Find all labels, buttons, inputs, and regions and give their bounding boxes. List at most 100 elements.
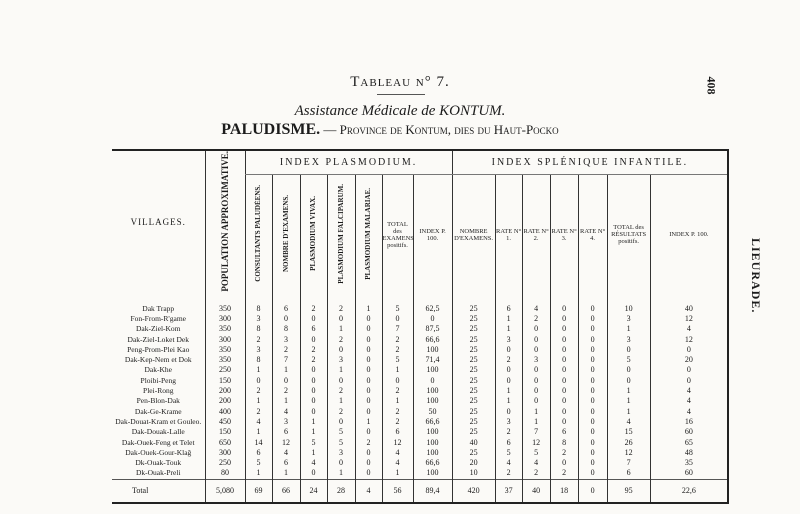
total-value: 40 [521,478,551,503]
cell-value: 0 [577,427,608,438]
table-row: Dk-Ouak-Touk 250 5 6 4 0 0 4 66,6 20 4 4 0 0 7 35 [112,458,729,469]
header-total-examens: TOTAL des EXAMENS positifs. [381,174,414,294]
cell-value: 350 [204,344,245,356]
cell-value: 0 [494,375,523,387]
cell-value: 2 [299,344,327,356]
cell-value: 0 [521,396,551,407]
cell-value: 8 [244,355,272,366]
cell-value: 25 [451,375,496,387]
total-value: 66 [271,478,300,503]
cell-value: 350 [204,303,245,314]
table-row: Dak Trapp 350 8 6 2 2 1 5 62,5 25 6 4 0 0 10 40 [112,303,729,314]
cell-value: 0 [549,386,579,397]
table-row: Dak-Ouek-Feng et Telet 650 14 12 5 5 2 12 100 40 6… [112,437,729,448]
header-index-splenique: INDEX SPLÉNIQUE INFANTILE. [451,150,729,176]
cell-value: 66,6 [412,334,453,345]
cell-value: 0 [577,375,608,387]
cell-value: 200 [204,386,245,397]
cell-value: 0 [494,406,523,417]
cell-value: 66,6 [412,458,453,469]
table-row: Dak-Khe 250 1 1 0 1 0 1 100 25 0 0 0 0 0 0 [112,365,729,376]
cell-value: 8 [549,437,579,448]
cell-value: 0 [577,416,608,428]
cell-value: 100 [412,344,453,356]
cell-value: 0 [326,458,355,469]
cell-value: 0 [299,365,327,376]
table-row: Peng-Prom-Plei Kao 350 3 2 2 0 0 2 100 25 0 0 0 0 0 0 [112,344,729,356]
cell-value: 1 [326,324,355,335]
cell-value: 3 [606,313,651,325]
cell-value: 0 [521,334,551,345]
cell-value: 1 [494,386,523,397]
cell-value: 25 [451,303,496,314]
cell-value: 300 [204,334,245,345]
cell-value: 2 [299,355,327,366]
cell-value: 12 [381,437,413,448]
cell-value: 8 [244,324,272,335]
cell-value: 1 [521,406,551,417]
cell-value: 0 [299,406,327,417]
village-name: Ploibi-Peng [140,375,176,385]
table-row: Dak-Ziel-Kom 350 8 8 6 1 0 7 87,5 25 1 0 0 0 1 4 [112,324,729,335]
cell-value: 100 [412,396,453,407]
cell-value: 0 [549,324,579,335]
village-name: Plei-Rong [143,386,174,396]
cell-value: 250 [204,458,245,469]
cell-value: 48 [649,447,729,459]
cell-value: 1 [606,324,651,335]
cell-value: 25 [451,334,496,345]
cell-value: 300 [204,313,245,325]
cell-value: 5 [326,427,355,438]
cell-value: 1 [381,468,413,480]
cell-value: 50 [412,406,453,417]
cell-value: 0 [326,416,355,428]
data-table: VILLAGES. POPULATION APPROXIMATIVE. INDE… [112,149,730,504]
cell-value: 2 [244,334,272,345]
cell-value: 7 [521,427,551,438]
cell-value: 4 [244,416,272,428]
village-name: Dak-Ziel-Kom [135,324,181,334]
cell-value: 0 [354,427,382,438]
cell-value: 2 [494,355,523,366]
cell-value: 0 [354,365,382,376]
cell-value: 10 [606,303,651,314]
cell-value: 2 [244,386,272,397]
cell-value: 4 [649,396,729,407]
cell-value: 5 [244,458,272,469]
cell-value: 20 [649,355,729,366]
header-index: INDEX P. 100. [412,174,453,294]
cell-value: 4 [271,447,300,459]
cell-value: 0 [326,375,355,387]
cell-value: 400 [204,406,245,417]
village-name: Dak-Ouek-Feng et Telet [121,437,195,447]
cell-value: 25 [451,355,496,366]
cell-value: 25 [451,324,496,335]
cell-value: 1 [606,396,651,407]
cell-value: 71,4 [412,355,453,366]
cell-value: 0 [326,344,355,356]
cell-value: 40 [649,303,729,314]
cell-value: 12 [649,334,729,345]
cell-value: 0 [299,396,327,407]
table-row: Dk-Ouak-Preli 80 1 1 0 1 0 1 100 10 2 2 2 0 6 60 [112,468,729,480]
cell-value: 0 [521,324,551,335]
cell-value: 0 [577,386,608,397]
cell-value: 0 [244,375,272,387]
cell-value: 0 [577,334,608,345]
cell-value: 5 [606,355,651,366]
cell-value: 0 [549,406,579,417]
cell-value: 0 [354,396,382,407]
cell-value: 0 [577,324,608,335]
header-total-resultats: TOTAL des RÉSULTATS positifs. [606,174,651,294]
cell-value: 6 [244,447,272,459]
cell-value: 0 [326,313,355,325]
cell-value: 6 [381,427,413,438]
cell-value: 0 [299,386,327,397]
cell-value: 0 [354,468,382,480]
cell-value: 2 [326,386,355,397]
cell-value: 2 [381,416,413,428]
village-name: Dk-Ouak-Preli [135,468,181,478]
cell-value: 0 [577,313,608,325]
cell-value: 60 [649,468,729,480]
cell-value: 0 [577,396,608,407]
